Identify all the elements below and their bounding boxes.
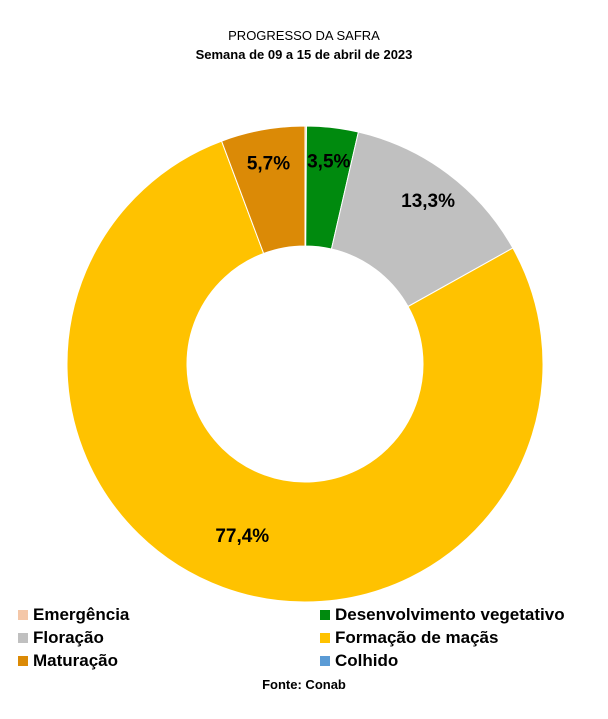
legend-label: Emergência (33, 605, 130, 624)
legend-item-formacao: Formação de maçãs (320, 628, 498, 648)
chart-subtitle: Semana de 09 a 15 de abril de 2023 (195, 47, 413, 62)
legend-label: Colhido (335, 651, 399, 670)
data-label: 3,5% (307, 151, 350, 172)
legend-item-colhido: Colhido (320, 651, 398, 671)
legend-label: Floração (33, 628, 104, 647)
legend-item-emergencia: Emergência (18, 605, 129, 625)
legend-swatch (320, 633, 330, 643)
data-label: 5,7% (247, 153, 290, 174)
data-label: 13,3% (401, 191, 455, 212)
legend-item-desenvolvimento: Desenvolvimento vegetativo (320, 605, 565, 625)
chart-title: PROGRESSO DA SAFRA (228, 28, 380, 43)
slice-flora-o (330, 131, 514, 308)
legend-item-floracao: Floração (18, 628, 104, 648)
chart-source: Fonte: Conab (262, 677, 346, 692)
data-label: 77,4% (215, 526, 269, 547)
legend-swatch (18, 633, 28, 643)
legend-swatch (18, 610, 28, 620)
slice-matura-o (220, 125, 306, 255)
legend-swatch (18, 656, 28, 666)
legend-label: Maturação (33, 651, 119, 670)
legend-item-maturacao: Maturação (18, 651, 118, 671)
legend-swatch (320, 610, 330, 620)
legend-swatch (320, 656, 330, 666)
legend-label: Formação de maçãs (335, 628, 499, 647)
slice-forma-o-de-ma-s (66, 140, 544, 603)
legend-label: Desenvolvimento vegetativo (335, 605, 565, 624)
